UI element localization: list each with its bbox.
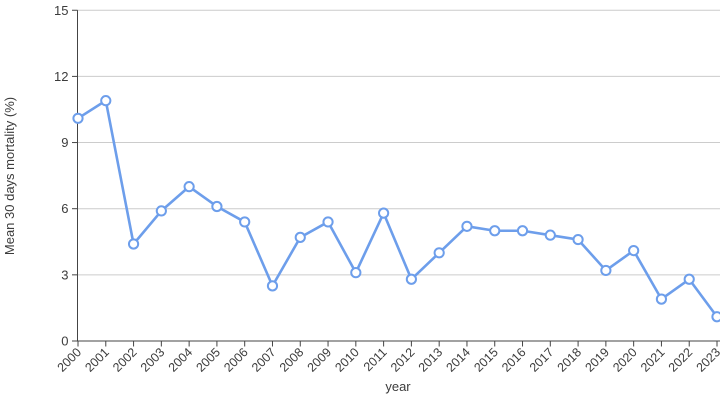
x-tick-label: 2001 [82, 345, 112, 375]
data-point-marker [127, 238, 140, 250]
y-tick-label: 0 [61, 334, 68, 349]
data-point-marker [294, 231, 306, 243]
data-point-marker [600, 264, 612, 277]
data-point-marker [378, 207, 390, 219]
data-point-marker [572, 233, 584, 246]
x-tick-label: 2009 [305, 345, 335, 375]
data-point-marker [72, 112, 84, 124]
data-point-marker [711, 311, 720, 323]
x-tick-label: 2005 [193, 345, 223, 375]
x-tick-label: 2012 [388, 345, 418, 375]
x-tick-label: 2007 [249, 345, 279, 375]
x-tick-label: 2019 [582, 345, 612, 375]
y-tick-label: 6 [61, 201, 68, 216]
x-axis-title: year [385, 379, 411, 394]
x-tick-label: 2020 [610, 345, 640, 375]
x-tick-label: 2023 [694, 345, 720, 375]
series-line [76, 99, 719, 319]
y-axis-title: Mean 30 days mortality (%) [2, 97, 17, 255]
x-tick-label: 2017 [527, 345, 557, 375]
data-point-marker [683, 273, 695, 285]
data-point-marker [544, 229, 556, 241]
data-point-marker [461, 220, 473, 232]
x-tick-label: 2013 [416, 345, 446, 375]
data-point-marker [489, 225, 501, 237]
data-point-marker [211, 200, 223, 213]
x-tick-label: 2002 [110, 345, 140, 375]
data-point-marker [239, 216, 251, 228]
data-point-marker [628, 244, 640, 257]
x-tick-label: 2016 [499, 345, 529, 375]
x-tick-label: 2021 [638, 345, 668, 375]
x-tick-label: 2006 [221, 345, 251, 375]
data-point-marker [100, 95, 112, 107]
x-tick-label: 2015 [471, 345, 501, 375]
y-tick-label: 9 [61, 135, 68, 150]
data-point-marker [655, 293, 668, 305]
data-point-marker [516, 225, 529, 237]
axis-layer: 0 3 6 9 12 15 20002001200220032004200520062007… [54, 3, 720, 375]
data-point-marker [433, 247, 445, 259]
y-tick-label: 3 [61, 267, 68, 282]
x-tick-label: 2018 [555, 345, 585, 375]
x-tick-label: 2014 [444, 345, 474, 375]
data-point-marker [350, 267, 362, 279]
x-tick-label: 2010 [332, 345, 362, 375]
x-tick-label: 2000 [55, 345, 85, 375]
data-point-marker [405, 273, 417, 285]
x-tick-label: 2011 [361, 345, 390, 374]
y-tick-label: 15 [54, 3, 68, 18]
series-layer [72, 95, 720, 323]
x-tick-label: 2003 [138, 345, 168, 375]
data-point-marker [266, 280, 279, 292]
x-tick-label: 2022 [666, 345, 696, 375]
x-tick-label: 2004 [166, 345, 196, 375]
data-point-marker [155, 205, 167, 217]
data-point-marker [183, 181, 195, 193]
y-tick-label: 12 [54, 69, 68, 84]
grid-layer [77, 9, 720, 276]
data-point-marker [322, 216, 334, 228]
x-tick-label: 2008 [277, 345, 307, 375]
